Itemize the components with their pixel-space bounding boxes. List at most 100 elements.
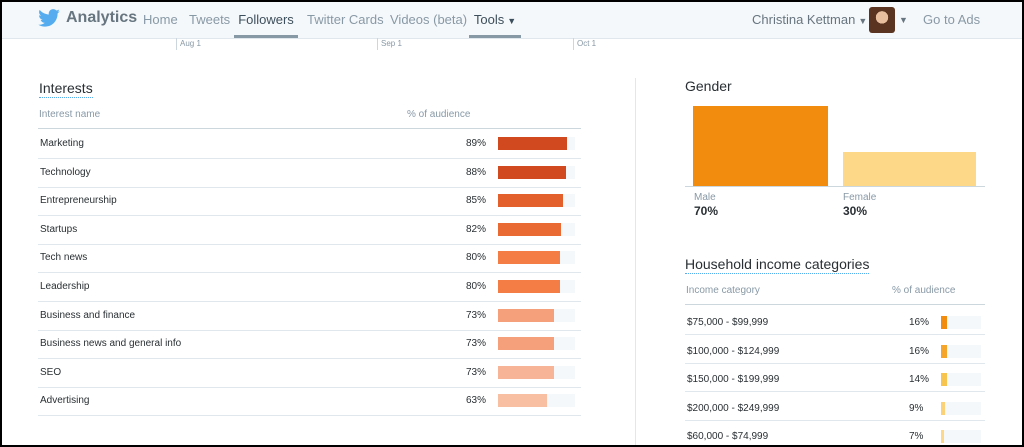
interest-bar (498, 308, 555, 322)
income-name: $100,000 - $124,999 (687, 345, 780, 357)
nav-twitter-cards[interactable]: Twitter Cards (307, 12, 384, 27)
interest-name: Leadership (40, 281, 90, 292)
nav-home[interactable]: Home (143, 12, 178, 27)
income-name: $75,000 - $99,999 (687, 317, 769, 328)
interest-bar (498, 365, 555, 379)
interest-row: Tech news 80% (38, 244, 581, 274)
brand[interactable]: Analytics (38, 9, 137, 27)
interest-name: Advertising (40, 395, 90, 407)
interest-bar-track (498, 194, 575, 208)
user-menu[interactable]: Christina Kettman ▼ (752, 2, 867, 39)
gender-male-label: Male (694, 192, 716, 203)
interest-bar (498, 251, 560, 265)
income-header-divider (685, 304, 985, 305)
gender-female-value: 30% (843, 204, 868, 218)
income-pct: 7% (909, 431, 924, 443)
interest-bar-track (498, 280, 575, 293)
income-row: $200,000 - $249,999 9% (685, 392, 985, 421)
nav-followers[interactable]: Followers (234, 2, 298, 38)
nav-tools-label: Tools (473, 12, 505, 27)
income-pct: 14% (909, 374, 930, 386)
income-bar-track (941, 401, 981, 415)
interests-col-pct: % of audience (407, 109, 471, 120)
chevron-down-icon[interactable]: ▼ (899, 15, 908, 25)
income-bar (941, 316, 948, 329)
income-name: $150,000 - $199,999 (687, 374, 780, 386)
interest-bar-track (498, 394, 575, 408)
income-pct: 16% (909, 345, 930, 357)
interests-header-divider (38, 128, 581, 129)
income-row: $150,000 - $199,999 14% (685, 363, 985, 393)
interest-name: Business news and general info (40, 338, 182, 350)
interest-pct: 82% (465, 223, 486, 235)
gender-male-value: 70% (694, 204, 719, 218)
income-bar (941, 401, 945, 415)
interest-name: Startups (40, 223, 78, 235)
interest-pct: 89% (465, 138, 486, 149)
interest-bar (498, 165, 566, 179)
income-pct: 16% (909, 317, 930, 328)
interest-pct: 85% (465, 195, 486, 207)
timeline-tick: Aug 1 (176, 38, 201, 50)
interest-name: Marketing (40, 138, 84, 149)
brand-label: Analytics (66, 9, 138, 26)
chevron-down-icon: ▼ (858, 16, 868, 26)
interest-row: Entrepreneurship 85% (38, 187, 581, 217)
interest-row: Advertising 63% (38, 387, 581, 417)
twitter-bird-icon (38, 9, 60, 27)
interest-name: Entrepreneurship (40, 195, 117, 207)
interest-row: Leadership 80% (38, 273, 581, 302)
income-bar (941, 430, 944, 444)
interest-pct: 80% (465, 281, 486, 292)
interests-title: Interests (39, 80, 93, 98)
interest-bar-track (498, 365, 575, 379)
interest-bar (498, 137, 567, 150)
interest-bar (498, 280, 560, 293)
interest-row: Business and finance 73% (38, 302, 581, 331)
go-to-ads-link[interactable]: Go to Ads (923, 12, 981, 27)
income-col-name: Income category (686, 285, 760, 296)
interest-bar (498, 194, 564, 208)
gender-title: Gender (685, 78, 732, 94)
interest-pct: 73% (465, 338, 486, 350)
income-bar-track (941, 373, 981, 387)
interest-bar (498, 222, 562, 236)
interest-row: Marketing 89% (38, 130, 581, 159)
chevron-down-icon: ▼ (507, 16, 517, 26)
gender-male-bar (693, 106, 828, 186)
income-row: $100,000 - $124,999 16% (685, 335, 985, 364)
gender-female-label: Female (843, 192, 877, 203)
column-divider (635, 78, 636, 445)
income-title: Household income categories (685, 256, 870, 274)
interest-name: SEO (40, 366, 62, 378)
gender-female-bar (843, 151, 976, 186)
user-name: Christina Kettman (752, 12, 856, 27)
avatar[interactable] (869, 7, 895, 33)
interest-bar-track (498, 337, 575, 351)
income-bar-track (941, 316, 981, 329)
interest-pct: 88% (465, 166, 486, 178)
interest-pct: 80% (465, 252, 486, 264)
interest-name: Tech news (40, 252, 88, 264)
interest-name: Business and finance (40, 309, 136, 321)
income-bar (941, 373, 947, 387)
interest-bar-track (498, 165, 575, 179)
income-bar-track (941, 344, 981, 358)
income-row: $60,000 - $74,999 7% (685, 420, 985, 445)
interest-row: Startups 82% (38, 216, 581, 245)
interest-pct: 73% (465, 309, 486, 321)
nav-tools[interactable]: Tools ▼ (469, 2, 521, 38)
nav-videos[interactable]: Videos (beta) (390, 12, 468, 27)
income-bar (941, 344, 948, 358)
interest-row: Technology 88% (38, 159, 581, 188)
nav-tweets[interactable]: Tweets (189, 12, 231, 27)
income-pct: 9% (909, 402, 924, 414)
interest-bar-track (498, 251, 575, 265)
interest-bar (498, 394, 547, 408)
income-row: $75,000 - $99,999 16% (685, 306, 985, 335)
income-col-pct: % of audience (892, 285, 956, 296)
top-nav: Analytics Home Tweets Followers Twitter … (2, 2, 1022, 39)
interest-row: Business news and general info 73% (38, 330, 581, 360)
income-name: $60,000 - $74,999 (687, 431, 769, 443)
